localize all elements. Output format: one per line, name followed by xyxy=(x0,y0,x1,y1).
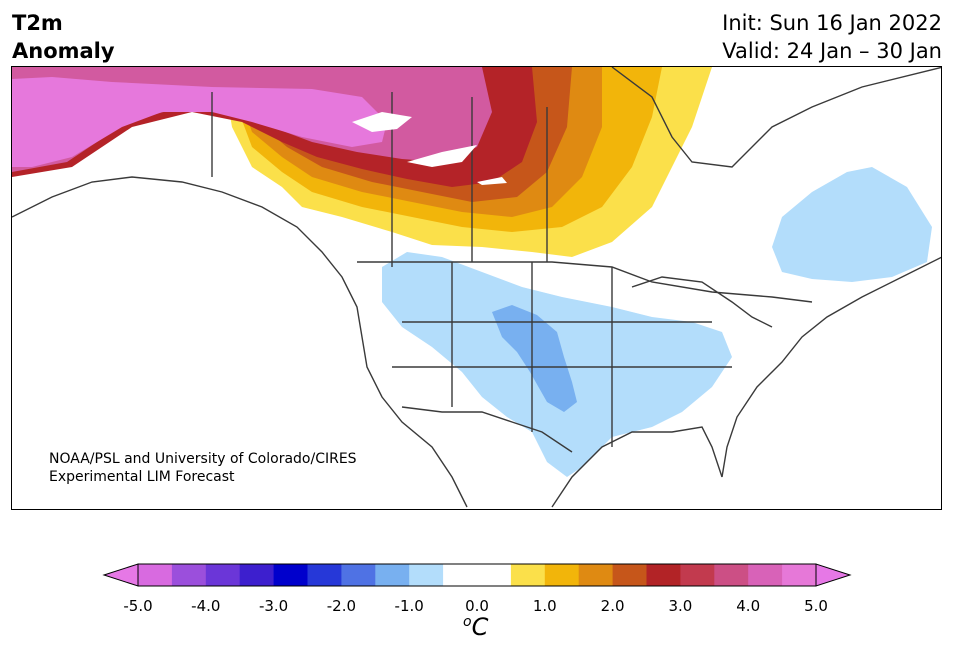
valid-dates: Valid: 24 Jan – 30 Jan xyxy=(722,39,942,63)
colorbar-tick-label: -1.0 xyxy=(394,597,424,615)
colorbar-cell xyxy=(612,564,647,586)
colorbar-cell xyxy=(782,564,817,586)
hudson-bay-coast xyxy=(611,67,941,168)
colorbar-cells xyxy=(138,564,817,586)
colorbar-cell xyxy=(307,564,342,586)
colorbar-tick-label: -2.0 xyxy=(326,597,357,615)
colorbar xyxy=(102,563,852,587)
colorbar-tick-label: 2.0 xyxy=(600,597,625,615)
great-slave-lake xyxy=(407,145,477,167)
colorbar-tick-label: 0.0 xyxy=(465,597,489,615)
colorbar-tick-label: 5.0 xyxy=(804,597,828,615)
colorbar-under-triangle xyxy=(102,563,139,587)
colorbar-cell xyxy=(273,564,308,586)
colorbar-cell xyxy=(375,564,410,586)
colorbar-tick-label: -5.0 xyxy=(123,597,153,615)
great-lakes xyxy=(631,276,773,328)
init-date: Init: Sun 16 Jan 2022 xyxy=(722,11,942,35)
gulf-coastline xyxy=(551,426,723,508)
title-line-1: T2m xyxy=(12,11,63,35)
colorbar-tick-label: -4.0 xyxy=(191,597,221,615)
forecast-dates: Init: Sun 16 Jan 2022 Valid: 24 Jan – 30… xyxy=(722,9,942,65)
colorbar-cell xyxy=(409,564,444,586)
cool-anomaly-light-northeast xyxy=(772,167,932,282)
attribution-line-1: NOAA/PSL and University of Colorado/CIRE… xyxy=(49,451,357,467)
unit-label: oC xyxy=(463,613,488,641)
colorbar-cell xyxy=(341,564,376,586)
us-mexico-border xyxy=(401,406,573,453)
colorbar-cell xyxy=(171,564,207,586)
colorbar-tick-label: 3.0 xyxy=(668,597,693,615)
map-outlines xyxy=(12,67,941,508)
colorbar-cell xyxy=(239,564,275,586)
colorbar-over-triangle xyxy=(815,563,852,587)
colorbar-cell xyxy=(646,564,681,586)
west-coastline xyxy=(12,176,468,508)
east-coastline xyxy=(721,256,941,478)
colorbar-cell xyxy=(138,564,173,586)
title-line-2: Anomaly xyxy=(12,39,115,63)
colorbar-cell xyxy=(714,564,749,586)
colorbar-outline xyxy=(137,563,817,587)
warm-anomaly-magenta xyxy=(12,77,387,167)
colorbar-cell xyxy=(578,564,614,586)
unit-prefix: o xyxy=(463,614,472,630)
map-title: T2m Anomaly xyxy=(12,9,115,65)
anomaly-map xyxy=(11,66,942,510)
colorbar-tick-label: 4.0 xyxy=(736,597,761,615)
attribution-line-2: Experimental LIM Forecast xyxy=(49,469,235,485)
colorbar-cell xyxy=(680,564,715,586)
colorbar-cell xyxy=(544,564,580,586)
colorbar-cell xyxy=(205,564,241,586)
cool-anomaly-mid-central xyxy=(492,305,577,412)
colorbar-cell xyxy=(443,564,478,586)
attribution: NOAA/PSL and University of Colorado/CIRE… xyxy=(49,450,357,486)
great-bear-lake xyxy=(352,112,412,132)
colorbar-cell xyxy=(477,564,512,586)
map-canvas xyxy=(12,67,941,508)
unit-text: C xyxy=(471,613,489,641)
colorbar-cell xyxy=(748,564,783,586)
colorbar-tick-label: 1.0 xyxy=(532,597,557,615)
colorbar-cell xyxy=(510,564,546,586)
colorbar-tick-label: -3.0 xyxy=(258,597,289,615)
lake-athabasca xyxy=(477,177,507,185)
